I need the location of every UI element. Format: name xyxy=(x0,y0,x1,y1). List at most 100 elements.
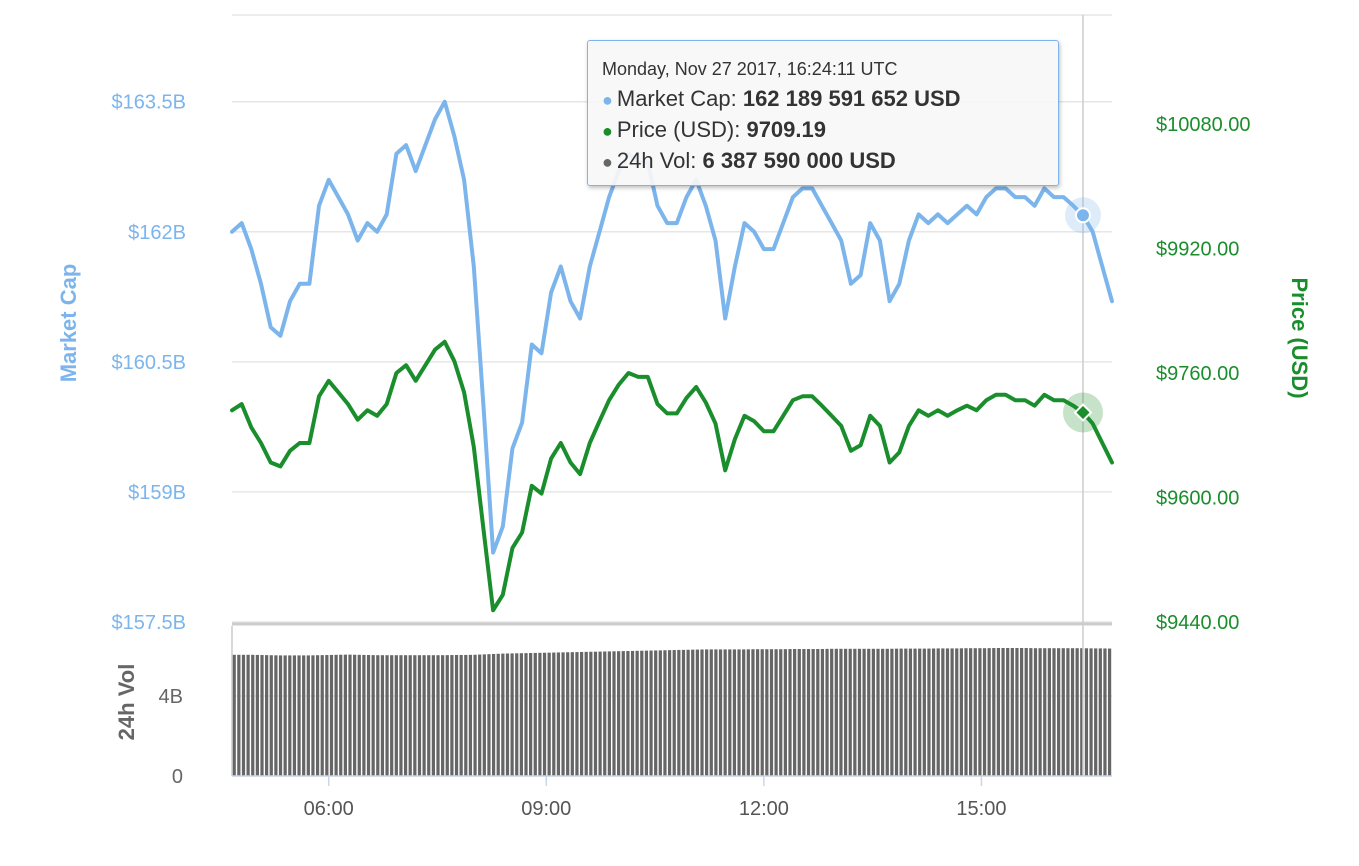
volume-bar xyxy=(839,648,843,776)
volume-bar xyxy=(357,654,361,776)
tooltip-row-market-cap: ● Market Cap: 162 189 591 652 USD xyxy=(602,86,961,111)
volume-bar xyxy=(1066,648,1070,776)
volume-bar xyxy=(1038,648,1042,776)
volume-bar xyxy=(394,655,398,776)
volume-bar xyxy=(431,655,435,776)
volume-bar xyxy=(862,648,866,776)
volume-bar xyxy=(478,654,482,776)
volume-bar xyxy=(311,655,315,776)
volume-bar xyxy=(1010,648,1014,776)
volume-bar xyxy=(802,649,806,776)
volume-bar xyxy=(487,654,491,776)
volume-bar xyxy=(644,650,649,776)
volume-bar xyxy=(288,655,292,776)
chart-tooltip: Monday, Nov 27 2017, 16:24:11 UTC ● Marke… xyxy=(587,40,1059,186)
volume-bar xyxy=(380,655,385,776)
volume-bar xyxy=(816,649,820,776)
market-cap-series-line[interactable] xyxy=(230,99,1114,555)
volume-bar xyxy=(941,648,945,776)
price-dot-icon: ● xyxy=(602,121,613,141)
volume-bar xyxy=(399,655,403,776)
volume-bar xyxy=(871,648,875,776)
volume-bar xyxy=(927,648,931,776)
volume-bar xyxy=(718,649,723,776)
volume-bar xyxy=(556,652,561,776)
volume-bar xyxy=(728,649,732,776)
y-right-axis-title: Price (USD) xyxy=(1287,277,1312,398)
tooltip-label: Market Cap xyxy=(616,86,731,111)
volume-bar xyxy=(686,649,690,776)
volume-bar xyxy=(1015,648,1019,776)
volume-bar xyxy=(436,655,440,776)
volume-bar xyxy=(867,648,871,776)
y-left-tick-label: $162B xyxy=(128,222,186,244)
volume-bar xyxy=(876,648,880,776)
volume-bar xyxy=(672,650,676,776)
volume-bar xyxy=(579,651,584,776)
volume-bar xyxy=(598,651,602,776)
volume-bar xyxy=(1029,648,1033,776)
volume-bar xyxy=(834,648,838,776)
volume-bar xyxy=(830,648,834,776)
y-left-tick-label: $157.5B xyxy=(111,612,186,634)
volume-bar xyxy=(1024,648,1028,776)
volume-bar xyxy=(663,650,667,776)
y-right-tick-label: $10080.00 xyxy=(1156,114,1251,136)
volume-bar xyxy=(931,648,936,776)
volume-bar xyxy=(274,655,278,776)
tooltip-value: 6 387 590 000 USD xyxy=(702,148,896,173)
volume-bar xyxy=(1061,648,1065,776)
tooltip-value: 9709.19 xyxy=(746,117,826,142)
volume-bar xyxy=(417,655,422,776)
volume-bar xyxy=(496,653,500,776)
volume-bar xyxy=(366,655,371,776)
y-left-tick-label: $159B xyxy=(128,482,186,504)
volume-bar xyxy=(950,648,954,776)
price-series-line[interactable] xyxy=(230,339,1114,613)
volume-bar xyxy=(505,653,510,776)
volume-bar xyxy=(667,650,672,776)
tooltip-date: Monday, Nov 27 2017, 16:24:11 UTC xyxy=(602,59,898,79)
volume-bar xyxy=(603,651,607,776)
volume-bar xyxy=(843,648,848,776)
volume-bar xyxy=(621,651,625,776)
volume-bar xyxy=(473,654,477,776)
volume-bar xyxy=(454,655,459,776)
y-volume-axis-title: 24h Vol xyxy=(114,664,139,741)
volume-bar xyxy=(881,648,885,776)
volume-bar xyxy=(1001,648,1005,776)
volume-bar xyxy=(732,649,737,776)
volume-bar xyxy=(760,649,764,776)
volume-bar xyxy=(607,651,611,776)
volume-bar xyxy=(626,651,630,776)
y-volume-tick-label: 4B xyxy=(159,686,183,708)
volume-bar xyxy=(529,653,533,776)
volume-bar xyxy=(885,648,889,776)
volume-bar xyxy=(589,651,593,776)
volume-bar xyxy=(797,649,801,776)
volume-bar xyxy=(774,649,778,776)
volume-bar xyxy=(575,652,579,776)
volume-bar xyxy=(973,648,977,776)
volume-bar xyxy=(969,648,973,776)
volume-bar xyxy=(515,653,519,776)
volume-dot-icon: ● xyxy=(602,152,613,172)
volume-bar xyxy=(302,655,306,776)
volume-bar xyxy=(1094,648,1098,776)
volume-bar xyxy=(1089,648,1093,776)
volume-bar xyxy=(413,655,417,776)
volume-bar xyxy=(519,653,523,776)
volume-bar xyxy=(422,655,426,776)
volume-bar xyxy=(385,655,389,776)
volume-bar xyxy=(635,650,639,776)
volume-bar xyxy=(329,654,334,776)
volume-bar xyxy=(339,654,343,776)
y-right-tick-label: $9600.00 xyxy=(1156,487,1239,509)
y-right-tick-label: $9440.00 xyxy=(1156,612,1239,634)
volume-bar xyxy=(255,654,259,776)
volume-bar xyxy=(681,649,686,776)
volume-bar xyxy=(408,655,412,776)
hover-markers xyxy=(1062,15,1103,776)
